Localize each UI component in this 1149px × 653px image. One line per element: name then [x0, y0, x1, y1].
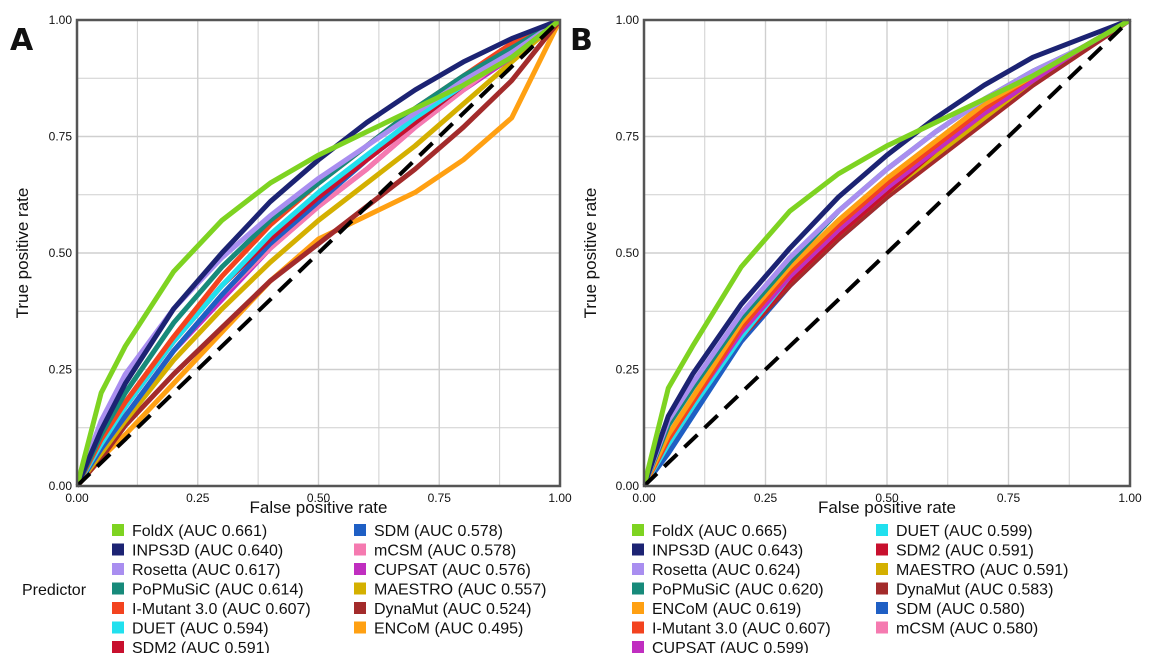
roc-panel-a: 0.00 0.25 0.50 0.75 1.00 0.00 0.25 0.50 0.75 1.00… [10, 13, 572, 653]
legend-entry-label: SDM2 (AUC 0.591) [896, 543, 1034, 560]
legend-swatch [632, 621, 644, 634]
y-tick-label: 0.50 [616, 246, 640, 260]
legend-swatch [876, 602, 888, 614]
legend-swatch [112, 543, 124, 556]
legend-entry-label: CUPSAT (AUC 0.599) [652, 640, 809, 653]
x-tick-label: 0.50 [307, 491, 331, 505]
y-tick-label: 0.75 [49, 130, 73, 144]
x-axis-title: False positive rate [250, 498, 388, 517]
legend-swatch [632, 582, 644, 595]
legend-swatch [354, 563, 366, 575]
legend-entry-label: DynaMut (AUC 0.524) [374, 601, 531, 618]
legend-entry-label: ENCoM (AUC 0.495) [374, 621, 523, 638]
roc-curve-inps3d [644, 20, 1130, 486]
roc-panel-b: 0.00 0.25 0.50 0.75 1.00 0.00 0.25 0.50 0.75 1.00… [570, 13, 1142, 653]
y-tick-label: 0.50 [49, 246, 73, 260]
legend-swatch [112, 621, 124, 634]
legend-swatch [112, 563, 124, 575]
roc-curves [644, 20, 1130, 486]
legend-swatch [876, 563, 888, 575]
x-axis-title: False positive rate [818, 498, 956, 517]
legend-entry-label: FoldX (AUC 0.661) [132, 523, 267, 540]
y-tick-label: 0.25 [49, 363, 73, 377]
panel-label: A [10, 23, 34, 58]
legend-entry-label: SDM (AUC 0.578) [374, 523, 503, 540]
x-tick-label: 0.75 [428, 491, 452, 505]
legend-entry-label: SDM (AUC 0.580) [896, 601, 1025, 618]
x-tick-label: 1.00 [548, 491, 572, 505]
plot-frame [642, 18, 1132, 488]
legend-entry-label: INPS3D (AUC 0.643) [652, 543, 803, 560]
legend-swatch [876, 582, 888, 595]
legend-entry-label: I-Mutant 3.0 (AUC 0.607) [132, 601, 311, 618]
y-tick-label: 0.00 [49, 479, 73, 493]
legend-entry-label: CUPSAT (AUC 0.576) [374, 562, 531, 579]
legend-swatch [632, 602, 644, 614]
legend-entry-label: ENCoM (AUC 0.619) [652, 601, 801, 618]
roc-curve-foldx [77, 20, 560, 486]
legend-title: Predictor [22, 582, 87, 599]
legend-swatch [112, 582, 124, 595]
roc-curve-rosetta [77, 20, 560, 486]
y-tick-label: 1.00 [616, 13, 640, 27]
legend-entry-label: DUET (AUC 0.594) [132, 621, 269, 638]
roc-curve-rosetta [644, 20, 1130, 486]
roc-curve-foldx [644, 20, 1130, 486]
legend-entry-label: MAESTRO (AUC 0.557) [374, 582, 546, 599]
legend-entry-label: PoPMuSiC (AUC 0.620) [652, 582, 824, 599]
legend-swatch [876, 621, 888, 634]
panel-label: B [570, 23, 593, 58]
x-tick-label: 0.25 [754, 491, 778, 505]
legend-swatch [632, 563, 644, 575]
legend-entry-label: mCSM (AUC 0.580) [896, 621, 1038, 638]
y-tick-label: 0.25 [616, 363, 640, 377]
y-axis-title: True positive rate [13, 188, 32, 319]
x-tick-label: 0.25 [186, 491, 210, 505]
legend-swatch [354, 582, 366, 595]
legend-entry-label: Rosetta (AUC 0.617) [132, 562, 281, 579]
legend-swatch [632, 543, 644, 556]
legend-swatch [112, 641, 124, 653]
x-tick-label: 1.00 [1118, 491, 1142, 505]
y-axis-title: True positive rate [581, 188, 600, 319]
legend-entry-label: DynaMut (AUC 0.583) [896, 582, 1053, 599]
roc-curve-maestro [77, 20, 560, 486]
roc-curve-inps3d [77, 20, 560, 486]
legend-entry-label: INPS3D (AUC 0.640) [132, 543, 283, 560]
legend-swatch [354, 621, 366, 634]
x-tick-label: 0.00 [632, 491, 656, 505]
legend-swatch [112, 602, 124, 614]
plot-frame [75, 18, 562, 488]
legend-entry-label: DUET (AUC 0.599) [896, 523, 1033, 540]
legend-entry-label: PoPMuSiC (AUC 0.614) [132, 582, 304, 599]
chance-diagonal-line [642, 18, 1132, 488]
legend-swatch [632, 524, 644, 536]
legend-swatch [876, 543, 888, 556]
legend-swatch [354, 543, 366, 556]
legend-entry-label: I-Mutant 3.0 (AUC 0.607) [652, 621, 831, 638]
y-tick-label: 0.75 [616, 130, 640, 144]
y-tick-label: 1.00 [49, 13, 73, 27]
roc-curves [77, 20, 560, 486]
legend-swatch [354, 602, 366, 614]
roc-curve-popmusic [77, 20, 560, 486]
x-tick-label: 0.50 [875, 491, 899, 505]
legend-swatch [632, 641, 644, 653]
y-tick-label: 0.00 [616, 479, 640, 493]
x-tick-label: 0.75 [997, 491, 1021, 505]
roc-curve-dynamut [77, 20, 560, 486]
legend-entry-label: Rosetta (AUC 0.624) [652, 562, 801, 579]
legend-swatch [112, 524, 124, 536]
legend-swatch [876, 524, 888, 536]
legend-entry-label: MAESTRO (AUC 0.591) [896, 562, 1068, 579]
legend-entry-label: mCSM (AUC 0.578) [374, 543, 516, 560]
legend-entry-label: FoldX (AUC 0.665) [652, 523, 787, 540]
legend-swatch [354, 524, 366, 536]
legend-entry-label: SDM2 (AUC 0.591) [132, 640, 270, 653]
x-tick-label: 0.00 [65, 491, 89, 505]
